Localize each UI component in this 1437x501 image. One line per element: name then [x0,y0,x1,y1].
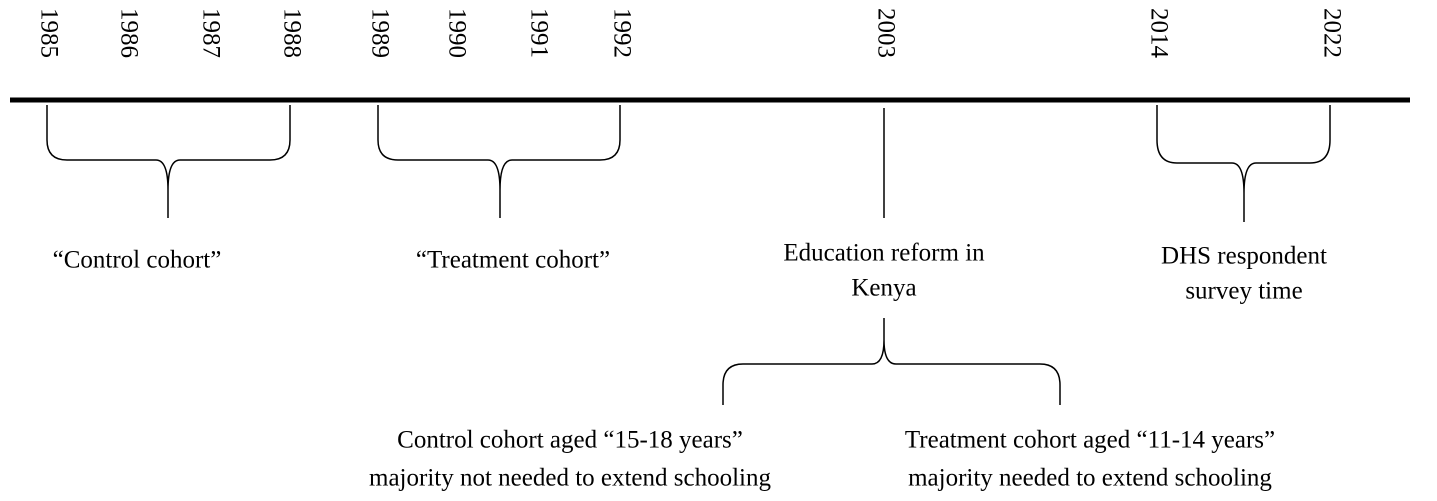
treatment-bracket [377,105,621,218]
label: “Control cohort” [53,247,222,274]
year-label: 2022 [1318,8,1345,58]
control-bracket [46,105,291,218]
year-label: 1986 [115,8,142,58]
year-label: 1985 [35,8,62,58]
year-label: 1987 [197,8,224,58]
year-label: 1988 [278,8,305,58]
label: Treatment cohort aged “11-14 years” [905,427,1275,454]
year-labels: 1985 1986 1987 1988 1989 1990 1991 1992 2003 2014… [35,8,1345,59]
year-label: 1991 [525,8,552,58]
label: “Treatment cohort” [416,247,610,274]
label: Kenya [851,275,916,302]
age-bracket [722,318,1061,405]
label: Education reform in [783,240,985,267]
year-label: 1989 [366,8,393,58]
label: majority needed to extend schooling [908,465,1272,492]
year-label: 1992 [608,8,635,58]
label: DHS respondent [1161,243,1327,270]
label: Control cohort aged “15-18 years” [397,427,743,454]
label: survey time [1185,278,1302,305]
survey-bracket [1156,105,1331,222]
year-label: 2014 [1145,8,1172,59]
label: majority not needed to extend schooling [369,465,771,492]
year-label: 1990 [443,8,470,58]
year-label: 2003 [872,8,899,58]
